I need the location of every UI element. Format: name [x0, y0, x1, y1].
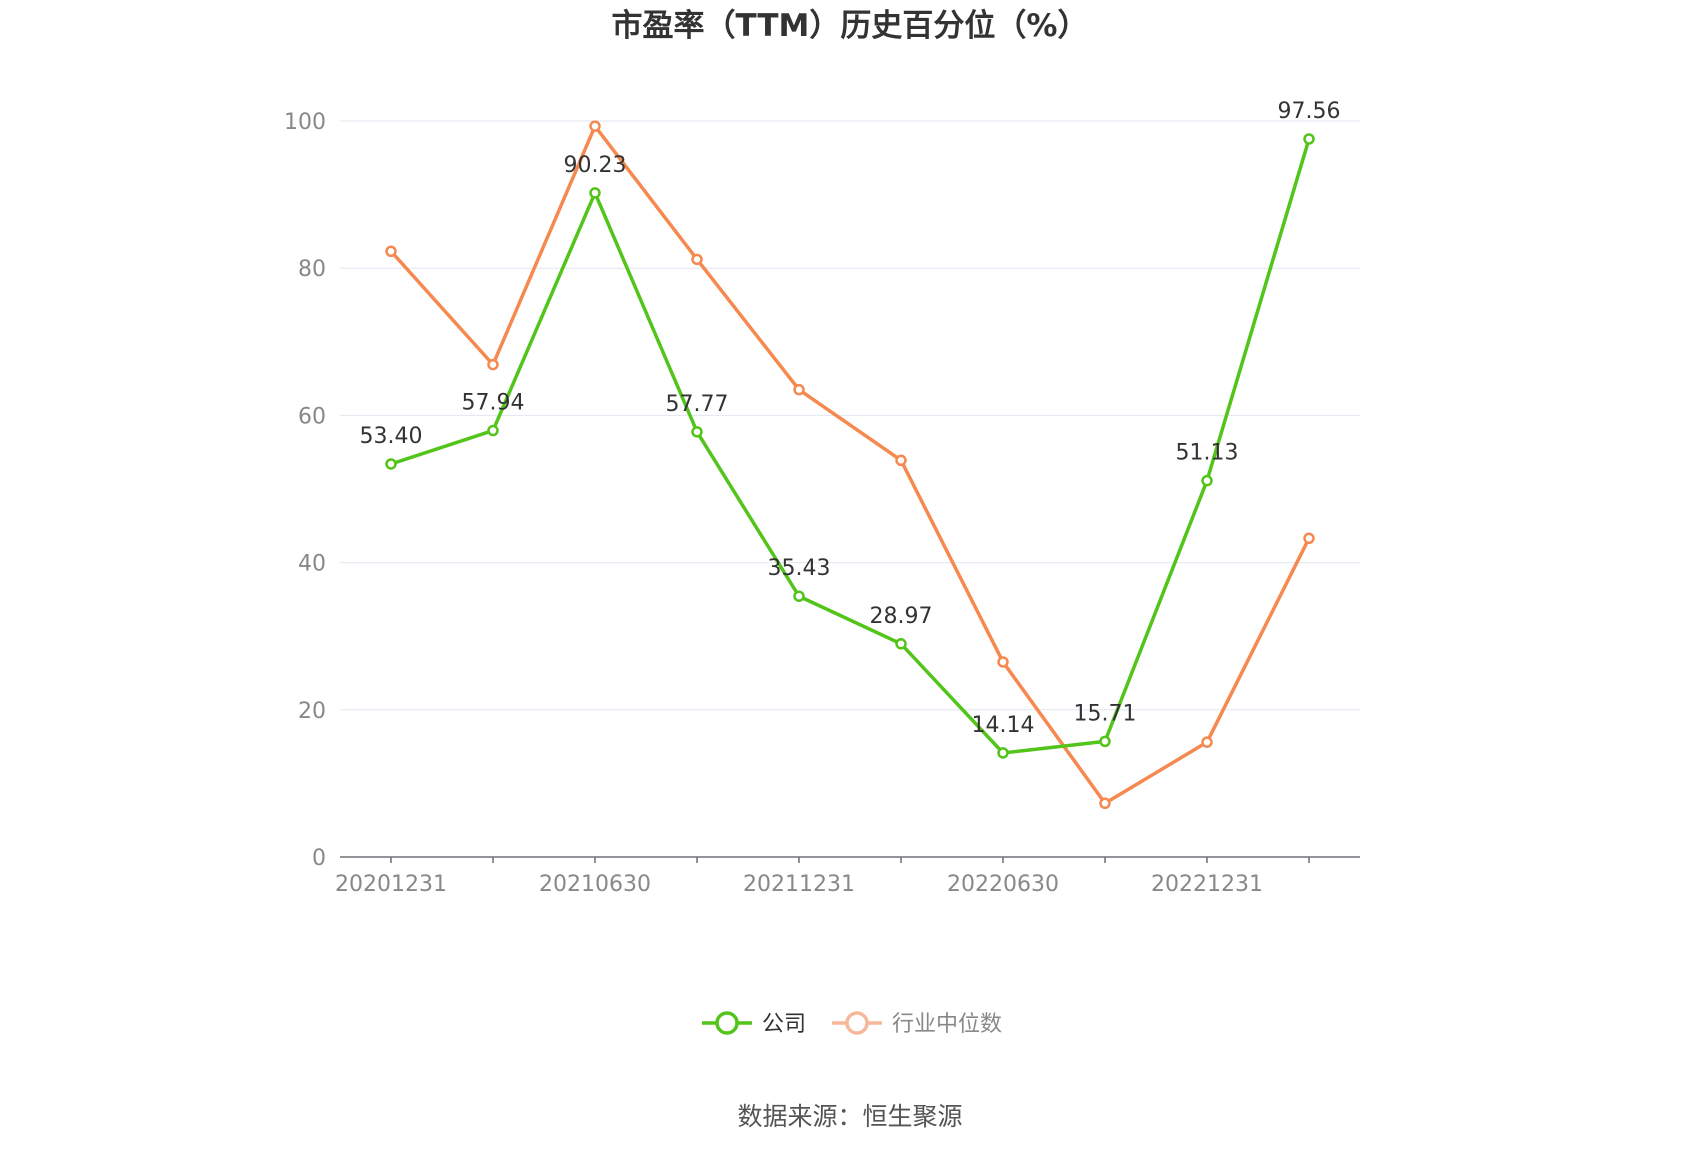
x-tick-label: 20211231 [743, 872, 855, 897]
series-point-1 [1201, 736, 1213, 748]
series-point-1 [1303, 532, 1315, 545]
legend-item-0: 公司 [702, 1011, 806, 1037]
y-tick-label: 20 [298, 699, 326, 724]
series-point-1 [487, 358, 499, 371]
series-line-0 [390, 138, 1311, 755]
series-point-1 [895, 454, 907, 467]
series-line-1 [389, 124, 1311, 806]
legend: 公司 行业中位数 [702, 1011, 1002, 1037]
series-point-1 [1099, 797, 1111, 810]
data-label: 90.23 [564, 153, 627, 178]
data-label: 97.56 [1278, 99, 1341, 124]
y-tick-label: 80 [298, 257, 326, 282]
legend-label: 公司 [762, 1012, 806, 1037]
data-label: 57.94 [462, 391, 525, 416]
series-point-0 [487, 424, 499, 437]
series-point-1 [793, 383, 805, 396]
series-point-0 [1303, 133, 1315, 145]
x-tick-label: 20221231 [1151, 872, 1263, 897]
x-tick-label: 20210630 [539, 872, 651, 897]
x-tick-label: 20220630 [947, 872, 1059, 897]
series-point-0 [895, 638, 907, 650]
data-label: 15.71 [1074, 701, 1137, 726]
data-label: 28.97 [870, 604, 933, 629]
y-tick-label: 40 [298, 552, 326, 577]
data-label: 51.13 [1176, 441, 1239, 466]
x-axis: 20201231 20210630 20211231 20220630 20221231 [335, 856, 1360, 897]
legend-marker [845, 1011, 869, 1035]
series-point-0 [1201, 474, 1213, 487]
data-label: 35.43 [768, 556, 831, 581]
y-tick-label: 0 [312, 846, 326, 871]
legend-marker [715, 1011, 739, 1035]
data-label: 53.40 [360, 424, 423, 449]
grid-lines [340, 120, 1360, 711]
data-source: 数据来源：恒生聚源 [737, 1102, 962, 1131]
data-label: 14.14 [972, 713, 1035, 738]
series-point-1 [589, 120, 601, 132]
y-tick-label: 100 [284, 110, 326, 135]
series-point-0 [793, 590, 805, 602]
series-point-0 [589, 187, 601, 199]
series-point-1 [691, 253, 703, 266]
data-labels: 53.40 57.94 90.23 57.77 35.43 28.97 14.14 15.71… [360, 99, 1341, 738]
y-tick-label: 60 [298, 404, 326, 429]
legend-item-1: 行业中位数 [832, 1011, 1002, 1037]
y-axis: 0 20 40 60 80 100 [284, 110, 326, 871]
series-layer [385, 120, 1315, 810]
x-tick-label: 20201231 [335, 872, 447, 897]
series-point-1 [385, 245, 397, 258]
series-point-0 [1099, 735, 1111, 748]
chart-title: 市盈率（TTM）历史百分位（%） [612, 8, 1089, 44]
series-point-0 [691, 426, 703, 438]
legend-label: 行业中位数 [892, 1012, 1002, 1037]
series-point-0 [385, 458, 397, 470]
series-point-0 [997, 747, 1009, 759]
series-point-1 [997, 656, 1009, 668]
data-label: 57.77 [666, 392, 729, 417]
